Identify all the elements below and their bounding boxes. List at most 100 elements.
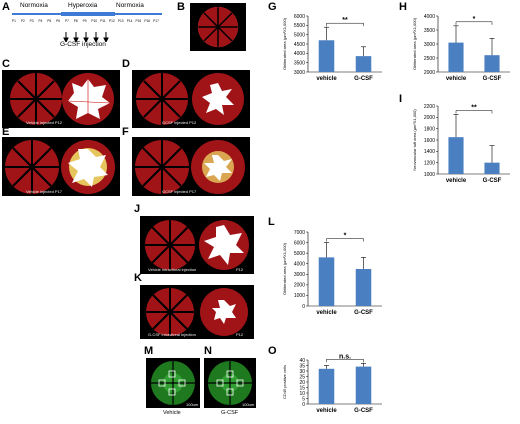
significance-label: **: [342, 17, 348, 24]
panel-label-b: B: [177, 1, 185, 13]
retina-image-c: Vehicle injected P12: [2, 70, 120, 128]
y-axis-label: Obliterated area (µm²X1,000): [412, 17, 417, 70]
significance-bracket: [455, 110, 493, 114]
caption-e: Vehicle injected P17: [26, 189, 63, 194]
significance-label: n.s.: [339, 353, 351, 360]
chart-l: 0 1000 2000 3000 4000 5000 6000 7000 Obliterated…: [278, 222, 388, 318]
bar: [318, 40, 335, 72]
caption-m: Vehicle: [163, 410, 181, 416]
timeline-day-label: P7: [64, 19, 69, 23]
y-tick-label: 5000: [294, 32, 305, 38]
chart-h: 2000 2500 3000 3500 4000 Obliterated area (µm…: [408, 6, 516, 84]
bar: [318, 257, 335, 306]
y-axis-label: Obliterated area (µm²X1,000): [282, 242, 287, 295]
caption-d: GCSF injected P12: [162, 120, 197, 125]
y-tick-label: 3500: [424, 28, 435, 34]
significance-bracket: [455, 21, 493, 25]
y-tick-label: 15: [299, 385, 305, 391]
y-axis-label: Obliterated area (µm²X1,000): [282, 17, 287, 70]
timeline-day-label: P2: [20, 19, 25, 23]
panel-label-c: C: [2, 58, 10, 70]
timeline-day-label: P6: [56, 19, 61, 23]
y-tick-label: 1200: [424, 160, 435, 166]
chart-svg: 0 1000 2000 3000 4000 5000 6000 7000 Obliterated…: [282, 230, 382, 316]
retina-image-k: G-CSF intravitreal injection P12: [140, 285, 254, 339]
y-tick-label: 2000: [424, 70, 435, 76]
timeline-days: P1 P2 P3 P4 P5 P6 P7 P8 P9 P10 P11 P12 P13 P14 P15 P16 P…: [12, 19, 162, 25]
timeline-day-label: P13: [117, 19, 124, 23]
retina-image-d: GCSF injected P12: [132, 70, 250, 128]
retina-image-j: Vehicle intravitreal injection P12: [140, 216, 254, 274]
category-label: vehicle: [316, 310, 337, 316]
category-label: vehicle: [446, 76, 467, 82]
bar: [448, 42, 464, 72]
significance-label: *: [344, 233, 347, 240]
chart-o: 0 5 10 15 20 25 30 35 40 CD45 positive cells vehic…: [278, 350, 388, 416]
timeline-normoxia-2: Normoxia: [116, 2, 144, 9]
timeline-day-label: P15: [135, 19, 142, 23]
y-tick-label: 7000: [294, 230, 305, 236]
timeline-hyperoxia: Hyperoxia: [68, 2, 98, 9]
chart-svg: 2000 2500 3000 3500 4000 Obliterated area (µm…: [412, 14, 510, 82]
category-label: G-CSF: [483, 76, 502, 82]
y-tick-label: 3000: [294, 70, 305, 76]
panel-label-n: N: [204, 345, 212, 357]
caption-k-right: P12: [236, 332, 244, 337]
y-tick-label: 0: [302, 304, 305, 310]
caption-c: Vehicle injected P12: [26, 120, 63, 125]
panel-label-h: H: [399, 1, 407, 13]
bar: [355, 366, 372, 404]
panel-label-k: K: [134, 272, 142, 284]
timeline-normoxia-1: Normoxia: [20, 2, 48, 9]
bar: [484, 162, 500, 174]
y-tick-label: 40: [299, 358, 305, 364]
y-axis-label: Neovascular tuft area (µm²X1,000): [412, 109, 417, 171]
y-tick-label: 30: [299, 369, 305, 375]
y-tick-label: 4000: [424, 14, 435, 20]
y-tick-label: 5000: [294, 251, 305, 257]
retina-image-n: 100um: [204, 358, 256, 408]
y-tick-label: 3500: [294, 60, 305, 66]
y-tick-label: 0: [302, 402, 305, 408]
timeline-day-label: P14: [126, 19, 133, 23]
y-tick-label: 1000: [294, 293, 305, 299]
timeline-day-label: P9: [82, 19, 87, 23]
y-tick-label: 4500: [294, 42, 305, 48]
timeline-day-label: P11: [100, 19, 106, 23]
panel-label-o: O: [268, 345, 277, 357]
y-tick-label: 1800: [424, 126, 435, 132]
timeline-day-label: P1: [12, 19, 16, 23]
injection-label: G-CSF injection: [60, 41, 106, 48]
scale-m: 100um: [186, 402, 199, 407]
y-tick-label: 20: [299, 380, 305, 386]
caption-n: G-CSF: [221, 410, 239, 416]
chart-svg: 3000 3500 4000 4500 5000 5500 6000 Obliterated …: [282, 14, 382, 82]
timeline-day-label: P10: [91, 19, 98, 23]
category-label: vehicle: [316, 76, 337, 82]
timeline: Normoxia Hyperoxia Normoxia P1 P2 P3 P4 P5 P6…: [12, 2, 172, 52]
y-tick-label: 1600: [424, 138, 435, 144]
scale-n: 100um: [242, 402, 255, 407]
category-label: G-CSF: [354, 408, 373, 414]
y-tick-label: 3000: [424, 42, 435, 48]
significance-bracket: [326, 238, 364, 242]
panel-label-i: I: [399, 93, 403, 105]
y-tick-label: 5: [302, 396, 305, 402]
y-tick-label: 6000: [294, 240, 305, 246]
y-tick-label: 6000: [294, 14, 305, 20]
y-tick-label: 2000: [424, 115, 435, 121]
y-tick-label: 25: [299, 374, 305, 380]
significance-label: **: [471, 105, 477, 112]
caption-j-right: P12: [236, 267, 244, 272]
timeline-day-label: P5: [47, 19, 52, 23]
y-tick-label: 3000: [294, 272, 305, 278]
panel-label-m: M: [144, 345, 154, 357]
category-label: G-CSF: [354, 310, 373, 316]
bar: [355, 56, 372, 72]
retina-image-m: 100um: [146, 358, 200, 408]
y-tick-label: 2000: [294, 283, 305, 289]
caption-j-left: Vehicle intravitreal injection: [148, 267, 197, 272]
y-tick-label: 4000: [294, 262, 305, 268]
y-tick-label: 2500: [424, 56, 435, 62]
